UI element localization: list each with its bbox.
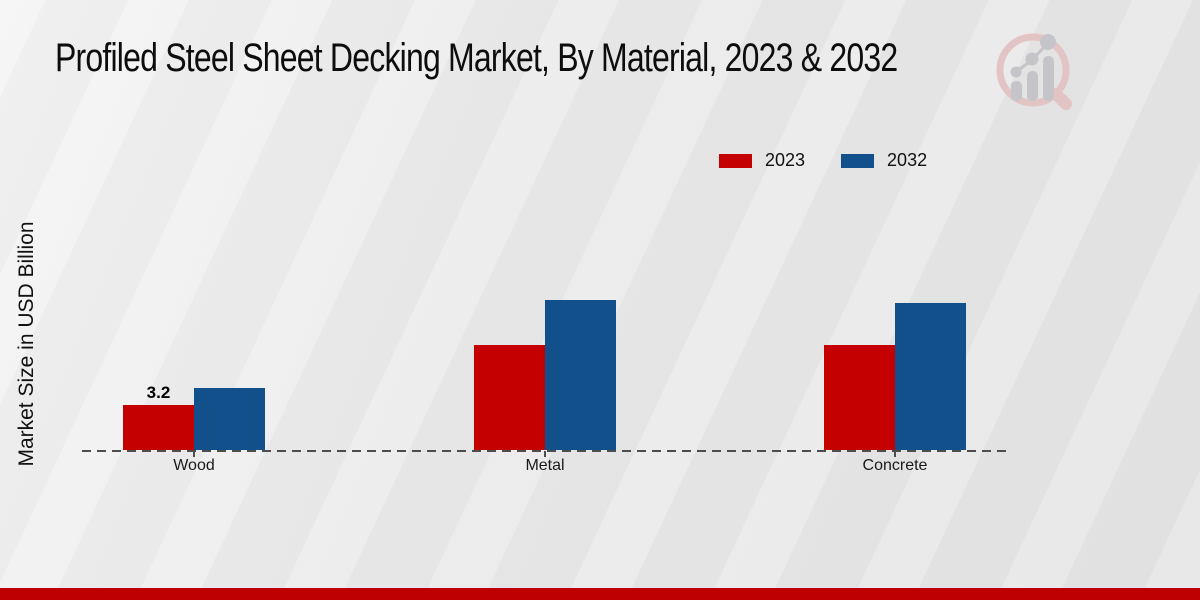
legend-swatch-2032 <box>841 153 875 168</box>
legend-label-2032: 2032 <box>887 150 928 170</box>
legend-item-2023: 2023 <box>719 150 805 171</box>
category-label-concrete: Concrete <box>862 457 928 474</box>
bar-2023-wood <box>123 405 194 450</box>
magnifier-bar-chart-logo-icon <box>996 33 1072 110</box>
legend: 2023 2032 <box>719 150 927 171</box>
bar-2032-metal <box>545 300 616 450</box>
legend-item-2032: 2032 <box>841 150 927 171</box>
chart-title-text: Profiled Steel Sheet Decking Market, By … <box>55 36 898 80</box>
legend-label-2023: 2023 <box>765 150 806 170</box>
x-axis-dashed-baseline <box>82 450 1007 452</box>
x-axis-tick-metal <box>544 451 546 457</box>
footer-red-stripe <box>0 588 1200 600</box>
x-axis-tick-wood <box>193 451 195 457</box>
bar-2032-wood <box>194 388 265 450</box>
x-axis-tick-concrete <box>894 451 896 457</box>
bar-2023-metal <box>474 345 545 450</box>
chart-title: Profiled Steel Sheet Decking Market, By … <box>55 36 1108 81</box>
bar-value-label-wood: 3.2 <box>146 383 171 402</box>
legend-swatch-2023 <box>719 153 752 168</box>
y-axis-label: Market Size in USD Billion <box>15 221 38 467</box>
bar-2023-concrete <box>824 345 895 450</box>
bar-2032-concrete <box>895 303 966 450</box>
category-label-wood: Wood <box>173 457 215 474</box>
category-label-metal: Metal <box>525 457 565 474</box>
